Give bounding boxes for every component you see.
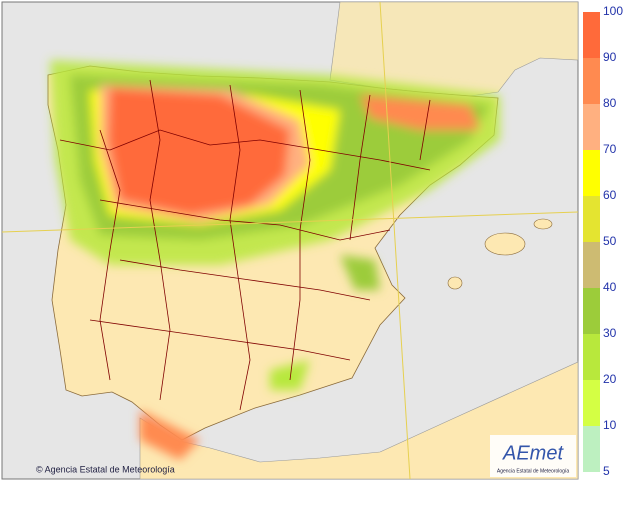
legend-label: 90 bbox=[603, 50, 617, 64]
legend-label: 60 bbox=[603, 188, 617, 202]
logo-name: AEmet bbox=[502, 442, 564, 464]
legend-label: 40 bbox=[603, 280, 617, 294]
legend-swatch bbox=[583, 288, 600, 334]
legend-swatch bbox=[583, 150, 600, 196]
graticule bbox=[1, 1, 579, 480]
legend-label: 5 bbox=[603, 464, 610, 478]
legend-label: 100 bbox=[603, 4, 623, 18]
legend-swatch bbox=[583, 12, 600, 58]
legend-swatch bbox=[583, 426, 600, 472]
logo-subtitle: Agencia Estatal de Meteorología bbox=[497, 468, 569, 474]
legend-label: 20 bbox=[603, 372, 617, 386]
legend-swatch bbox=[583, 104, 600, 150]
legend-label: 80 bbox=[603, 96, 617, 110]
legend-swatch bbox=[583, 196, 600, 242]
legend-label: 70 bbox=[603, 142, 617, 156]
legend: 100 90 80 70 60 50 40 30 20 10 5 bbox=[583, 4, 623, 478]
legend-label: 10 bbox=[603, 418, 617, 432]
legend-label: 50 bbox=[603, 234, 617, 248]
legend-swatch bbox=[583, 58, 600, 104]
legend-swatch bbox=[583, 334, 600, 380]
legend-swatch bbox=[583, 380, 600, 426]
humidity-field bbox=[50, 60, 500, 460]
credit: © Agencia Estatal de Meteorología bbox=[36, 464, 175, 474]
legend-swatch bbox=[583, 242, 600, 288]
legend-label: 30 bbox=[603, 326, 617, 340]
logo: AEmet Agencia Estatal de Meteorología bbox=[490, 435, 576, 477]
province-borders bbox=[59, 79, 431, 411]
